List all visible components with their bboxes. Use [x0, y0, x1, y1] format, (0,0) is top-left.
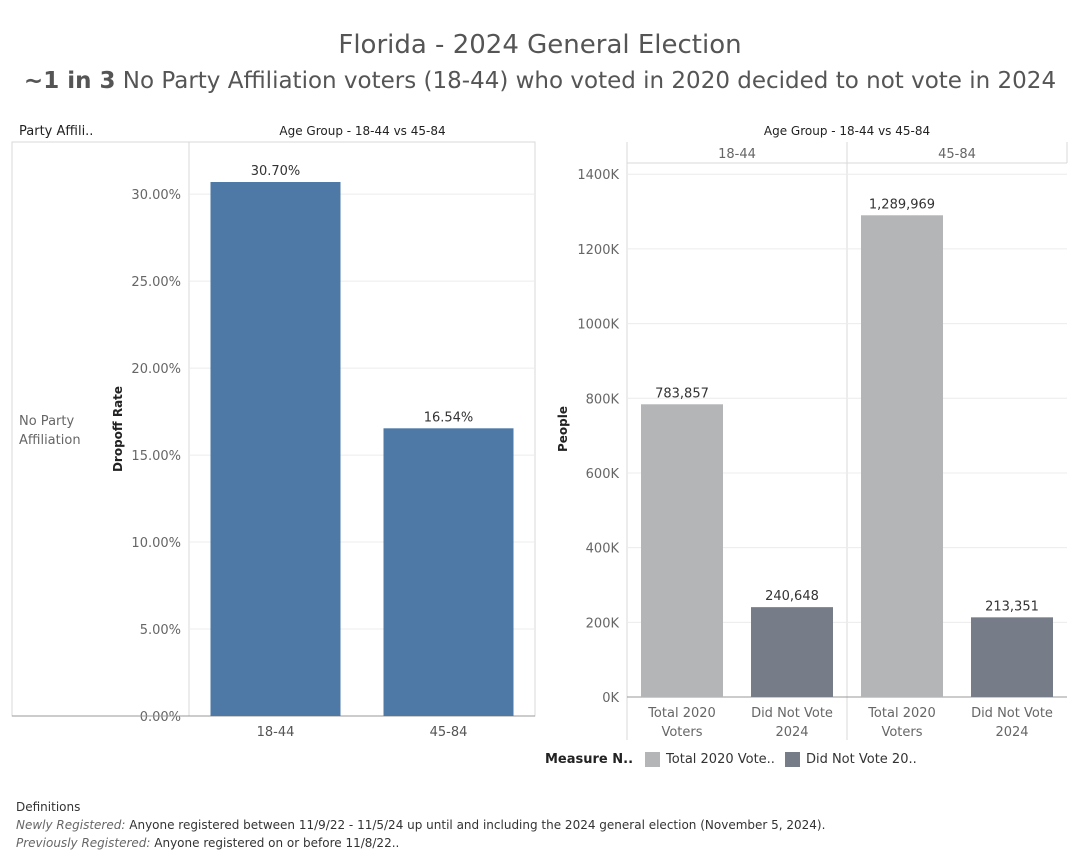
data-label: 1,289,969 [869, 197, 935, 212]
data-label: 783,857 [655, 386, 709, 401]
bar [210, 182, 341, 717]
x-tick-label: Did Not Vote [751, 706, 833, 721]
y-tick-label: 200K [586, 616, 620, 631]
y-tick-label: 1200K [577, 243, 619, 258]
data-label: 213,351 [985, 599, 1039, 614]
bar [751, 607, 833, 697]
chart-subtitle: ~1 in 3 No Party Affiliation voters (18-… [0, 68, 1080, 94]
bar [861, 215, 943, 697]
legend-label-didnotvote: Did Not Vote 20.. [805, 752, 917, 767]
definition-newly-registered: Newly Registered: Anyone registered betw… [16, 816, 825, 834]
y-tick-label: 30.00% [131, 188, 181, 203]
x-tick-label: 18-44 [257, 725, 295, 740]
y-tick-label: 15.00% [131, 449, 181, 464]
legend-label-total: Total 2020 Vote.. [666, 752, 775, 767]
y-tick-label: 800K [586, 392, 620, 407]
left-column-header: Age Group - 18-44 vs 45-84 [279, 124, 446, 138]
x-tick-label: 2024 [995, 725, 1028, 740]
right-column-header: Age Group - 18-44 vs 45-84 [763, 124, 931, 138]
data-label: 30.70% [251, 164, 301, 179]
bar [971, 617, 1053, 697]
subtitle-highlight: ~1 in 3 [23, 68, 116, 94]
y-axis-title: People [556, 406, 570, 452]
y-tick-label: 1400K [577, 168, 619, 183]
x-tick-label: Total 2020 [647, 706, 716, 721]
legend: Measure N.. Total 2020 Vote.. Did Not Vo… [545, 752, 917, 767]
legend-swatch-total [645, 752, 661, 767]
data-label: 240,648 [765, 589, 819, 604]
definition-text: Anyone registered between 11/9/22 - 11/5… [129, 818, 826, 832]
x-tick-label: 2024 [775, 725, 808, 740]
y-tick-label: 1000K [577, 318, 619, 333]
x-tick-label: Did Not Vote [971, 706, 1053, 721]
legend-title: Measure N.. [545, 752, 634, 767]
chart-title: Florida - 2024 General Election [338, 30, 742, 60]
row-label: No Party Affiliation [19, 414, 81, 448]
y-tick-label: 25.00% [131, 275, 181, 290]
y-tick-label: 20.00% [131, 362, 181, 377]
legend-swatch-didnotvote [784, 752, 800, 767]
definition-term: Newly Registered: [16, 818, 126, 832]
facet-label: 45-84 [938, 147, 976, 162]
definition-text: Anyone registered on or before 11/8/22.. [154, 836, 400, 850]
row-header: Party Affili.. [19, 124, 94, 139]
x-tick-label: Voters [881, 725, 922, 740]
definition-previously-registered: Previously Registered: Anyone registered… [16, 834, 825, 852]
y-tick-label: 600K [586, 467, 620, 482]
y-tick-label: 400K [586, 542, 620, 557]
x-tick-label: 45-84 [430, 725, 468, 740]
bar [383, 428, 514, 716]
y-tick-label: 0K [602, 691, 619, 706]
x-tick-label: Voters [661, 725, 702, 740]
facet-label: 18-44 [718, 147, 756, 162]
definition-term: Previously Registered: [16, 836, 151, 850]
y-axis-title: Dropoff Rate [111, 386, 125, 472]
x-tick-label: Total 2020 [867, 706, 936, 721]
bar [641, 404, 723, 697]
definitions-heading: Definitions [16, 800, 81, 814]
data-label: 16.54% [424, 410, 474, 425]
subtitle-text: No Party Affiliation voters (18-44) who … [122, 68, 1057, 94]
y-tick-label: 10.00% [131, 536, 181, 551]
y-tick-label: 0.00% [140, 710, 181, 725]
y-tick-label: 5.00% [140, 623, 181, 638]
definitions: Definitions Newly Registered: Anyone reg… [16, 798, 825, 852]
